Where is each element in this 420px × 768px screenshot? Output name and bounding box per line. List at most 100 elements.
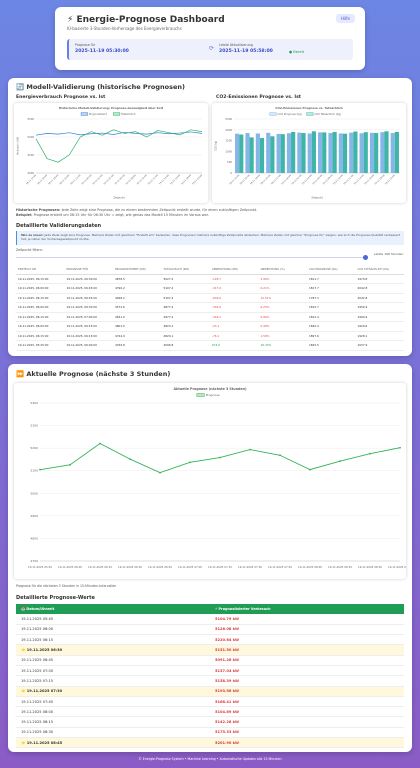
- table-row: 19.11.2025 08:30 5175.33 kW: [16, 727, 404, 739]
- energy-chart: Historische Modell-Validierung: Prognose…: [17, 106, 204, 200]
- cell: 4878.5: [113, 274, 162, 284]
- table-row: ⭐ 19.11.2025 08:45 5201.90 kW: [16, 737, 404, 749]
- x-tick-label: 19.11 16:00: [169, 174, 181, 186]
- cell: 6.21%: [258, 283, 307, 294]
- bar: [276, 133, 281, 173]
- column-header: TATSÄCHLICH (KW): [161, 265, 210, 275]
- info-box: Wie zu lesen: Jede Zeile zeigt eine Prog…: [16, 231, 404, 245]
- slider-thumb[interactable]: [363, 254, 368, 260]
- table-row: 19.11.2025, 06:15:00 19.11.2025, 06:15:00…: [16, 331, 404, 341]
- status: ● Bereit: [289, 50, 304, 54]
- cell: 4744.0: [113, 331, 162, 341]
- table-wrap: 📅 Datum/Uhrzeit ⚡ Prognostizierter Verbra…: [16, 604, 404, 749]
- y-tick-label: 2000: [225, 128, 232, 132]
- x-tick-label: 19.11.2025 07:15: [208, 565, 232, 569]
- x-tick-label: 19.11.2025 06:15: [88, 565, 112, 569]
- line: [35, 131, 203, 136]
- time-cell: 19.11.2025 06:15: [16, 634, 210, 646]
- cell: 1811.7: [307, 274, 356, 284]
- y-tick-label: 5100: [30, 469, 38, 473]
- header-card: ⚡ Energie-Prognose Dashboard KI-basierte…: [55, 7, 365, 70]
- table-row: 19.11.2025 05:45 5104.79 kW: [16, 614, 404, 625]
- x-tick-label: 19.11 08:00: [322, 174, 334, 186]
- x-tick-label: 18.11 14:00: [229, 174, 241, 186]
- cell: 19.11.2025, 06:45:00: [64, 293, 113, 303]
- bar: [280, 134, 285, 173]
- legend-swatch: [113, 112, 121, 116]
- bar: [342, 133, 348, 173]
- cell: 4769.8: [113, 340, 162, 351]
- legend-label: Prognostiziert: [89, 112, 107, 116]
- help-button[interactable]: Hilfe: [335, 14, 355, 23]
- x-tick-label: 19.11.2025 06:00: [58, 565, 82, 569]
- bar: [374, 133, 379, 173]
- chart-box: Historische Modell-Validierung: Prognose…: [14, 103, 208, 203]
- bar: [363, 132, 368, 173]
- x-tick-label: 19.11.2025 08:30: [358, 565, 382, 569]
- x-tick-label: 19.11.2025 08:15: [328, 565, 352, 569]
- bar: [235, 133, 240, 173]
- bar: [286, 133, 292, 173]
- cell: 4631.0: [113, 312, 162, 322]
- table-row: 19.11.2025, 05:45:00 19.11.2025, 06:00:00…: [16, 340, 404, 351]
- y-tick-label: 0: [230, 171, 232, 175]
- cell: 19.11.2025, 06:15:00: [64, 321, 113, 332]
- point: [219, 456, 221, 459]
- time-cell: 19.11.2025 07:45: [16, 696, 210, 708]
- x-tick-label: 19.11 14:00: [353, 174, 365, 186]
- point: [99, 442, 101, 445]
- bar: [239, 134, 244, 173]
- point: [369, 452, 371, 455]
- bar: [390, 133, 395, 173]
- x-tick-label: 19.11 20:00: [384, 174, 396, 186]
- x-tick-label: 18.11 14:00: [25, 174, 37, 186]
- update-label: Letzte Aktualisierung: [219, 43, 253, 47]
- section-title: ⏩ Aktuelle Prognose (nächste 3 Stunden): [16, 370, 171, 378]
- forecast-time: 2025-11-19 05:30:00: [75, 49, 129, 54]
- slider-track[interactable]: [16, 256, 368, 258]
- bar: [301, 133, 306, 173]
- legend-label: Tatsächlich: [121, 112, 136, 116]
- value-cell: 5201.90 kW: [210, 737, 404, 749]
- subtitle: KI-basierte 3-Stunden-Vorhersage des Ene…: [67, 26, 182, 31]
- cell: 1897.6: [307, 331, 356, 341]
- chart-heading: Energieverbrauch Prognose vs. Ist: [16, 95, 106, 100]
- cell: 2042.8: [355, 283, 404, 294]
- info-text: Jede Zeile zeigt eine Prognose. Mehrere …: [21, 232, 401, 241]
- time-cell: 19.11.2025 08:00: [16, 706, 210, 718]
- column-header: PROGNOSE FÜR: [64, 265, 113, 275]
- y-tick-label: 500: [227, 160, 232, 164]
- cell: 4790.2: [113, 283, 162, 294]
- caption: Prognose für die nächsten 3 Stunden in 1…: [16, 584, 117, 588]
- value-cell: 5104.89 kW: [210, 706, 404, 718]
- time-cell: 19.11.2025 06:00: [16, 624, 210, 636]
- x-tick-label: 19.11.2025 06:30: [118, 565, 142, 569]
- column-header: CO2 PROGNOSE (KG): [307, 265, 356, 275]
- x-tick-label: 18.11 22:00: [70, 174, 82, 186]
- column-header: ABWEICHUNG (%): [258, 265, 307, 275]
- update-time: 2025-11-19 05:58:00: [219, 49, 273, 54]
- value-cell: 5193.56 kW: [210, 686, 404, 697]
- x-tick-label: 19.11 18:00: [374, 174, 386, 186]
- point: [129, 458, 131, 460]
- bar: [349, 132, 354, 173]
- x-tick-label: 18.11 22:00: [270, 174, 282, 186]
- bar: [384, 131, 389, 173]
- point: [249, 448, 251, 451]
- cell: -76.1: [210, 331, 259, 341]
- time-cell: 19.11.2025 05:45: [16, 614, 210, 625]
- value-cell: 5158.39 kW: [210, 675, 404, 687]
- cell: -23.1: [210, 321, 259, 332]
- x-axis-label: Zeitpunkt: [113, 197, 124, 200]
- chart-title: Historische Modell-Validierung: Prognose…: [59, 106, 164, 110]
- column-header: ERSTELLT AM: [16, 265, 65, 275]
- point: [69, 463, 71, 466]
- bar: [369, 132, 375, 173]
- info-box: Prognose für 2025-11-19 05:30:00 ⟳ Letzt…: [67, 39, 353, 60]
- cell: 4824.1: [161, 321, 210, 332]
- time-cell: ⭐ 19.11.2025 07:30: [16, 686, 210, 697]
- y-tick-label: 1500: [225, 139, 232, 143]
- validation-card: 🔄 Modell-Validierung (historische Progno…: [8, 78, 412, 356]
- title: ⚡ Energie-Prognose Dashboard: [67, 15, 225, 25]
